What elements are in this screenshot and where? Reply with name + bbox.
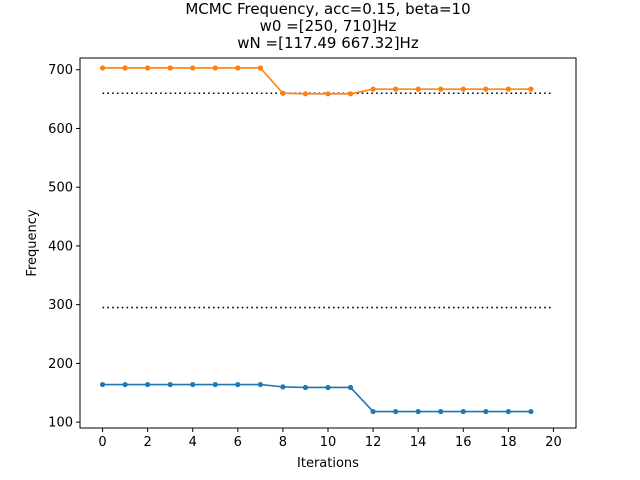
y-tick-label: 600 xyxy=(48,122,73,137)
x-tick-label: 18 xyxy=(500,435,517,450)
data-point xyxy=(190,381,196,388)
y-tick-label: 500 xyxy=(48,181,73,196)
data-point xyxy=(99,65,106,71)
data-point xyxy=(190,65,196,71)
reference-lines xyxy=(102,92,554,309)
data-point xyxy=(460,86,466,92)
data-point xyxy=(370,86,376,92)
data-point xyxy=(280,90,286,96)
data-point xyxy=(325,384,331,391)
data-point xyxy=(302,384,309,391)
data-point xyxy=(212,65,218,71)
x-tick-label: 2 xyxy=(143,435,151,450)
x-tick-label: 4 xyxy=(189,435,197,450)
data-point xyxy=(302,91,309,97)
data-point xyxy=(505,408,511,415)
series-line xyxy=(102,67,531,95)
data-point xyxy=(122,381,128,388)
data-point xyxy=(257,65,263,71)
data-point xyxy=(415,86,421,92)
data-point xyxy=(528,86,534,92)
chart-title: MCMC Frequency, acc=0.15, beta=10 w0 =[2… xyxy=(185,0,470,52)
data-point xyxy=(122,65,128,71)
y-tick-label: 100 xyxy=(48,416,73,431)
data-point xyxy=(415,408,421,415)
series-2 xyxy=(99,65,534,97)
chart-title-line-1: MCMC Frequency, acc=0.15, beta=10 xyxy=(185,0,470,18)
chart-title-line-2: w0 =[250, 710]Hz xyxy=(260,17,397,35)
data-point xyxy=(483,408,489,415)
data-point xyxy=(347,91,354,97)
data-point xyxy=(167,65,173,71)
data-series xyxy=(99,65,534,415)
x-tick-label: 12 xyxy=(365,435,382,450)
data-point xyxy=(235,65,241,71)
x-axis-label: Iterations xyxy=(297,456,359,471)
data-point xyxy=(483,86,489,92)
data-point xyxy=(167,381,173,388)
y-axis-label: Frequency xyxy=(25,209,40,276)
data-point xyxy=(235,381,241,388)
data-point xyxy=(212,381,218,388)
y-tick-label: 300 xyxy=(48,298,73,313)
data-point xyxy=(460,408,466,415)
data-point xyxy=(280,384,286,390)
data-point xyxy=(257,381,263,388)
y-tick-label: 700 xyxy=(48,63,73,78)
y-tick-label: 200 xyxy=(48,357,73,372)
y-axis: 100 200 300 400 500 600 700 xyxy=(48,63,80,431)
chart-title-line-3: wN =[117.49 667.32]Hz xyxy=(237,34,419,52)
data-point xyxy=(528,408,534,415)
data-point xyxy=(145,381,151,388)
data-point xyxy=(99,381,106,388)
data-point xyxy=(438,408,444,415)
data-point xyxy=(438,86,444,92)
series-line xyxy=(102,383,531,413)
x-tick-label: 8 xyxy=(279,435,287,450)
data-point xyxy=(347,384,354,391)
data-point xyxy=(145,65,151,71)
data-point xyxy=(325,91,331,97)
y-tick-label: 400 xyxy=(48,239,73,254)
x-tick-label: 0 xyxy=(98,435,106,450)
data-point xyxy=(393,86,399,92)
data-point xyxy=(505,86,511,92)
x-axis: 0 2 4 6 8 10 12 14 16 18 20 xyxy=(98,428,562,450)
data-point xyxy=(393,408,399,415)
x-tick-label: 16 xyxy=(455,435,472,450)
data-point xyxy=(370,408,376,415)
x-tick-label: 6 xyxy=(234,435,242,450)
x-tick-label: 14 xyxy=(410,435,427,450)
series-1 xyxy=(99,381,534,415)
plot-area-frame xyxy=(79,57,577,429)
x-tick-label: 10 xyxy=(320,435,337,450)
x-tick-label: 20 xyxy=(545,435,562,450)
